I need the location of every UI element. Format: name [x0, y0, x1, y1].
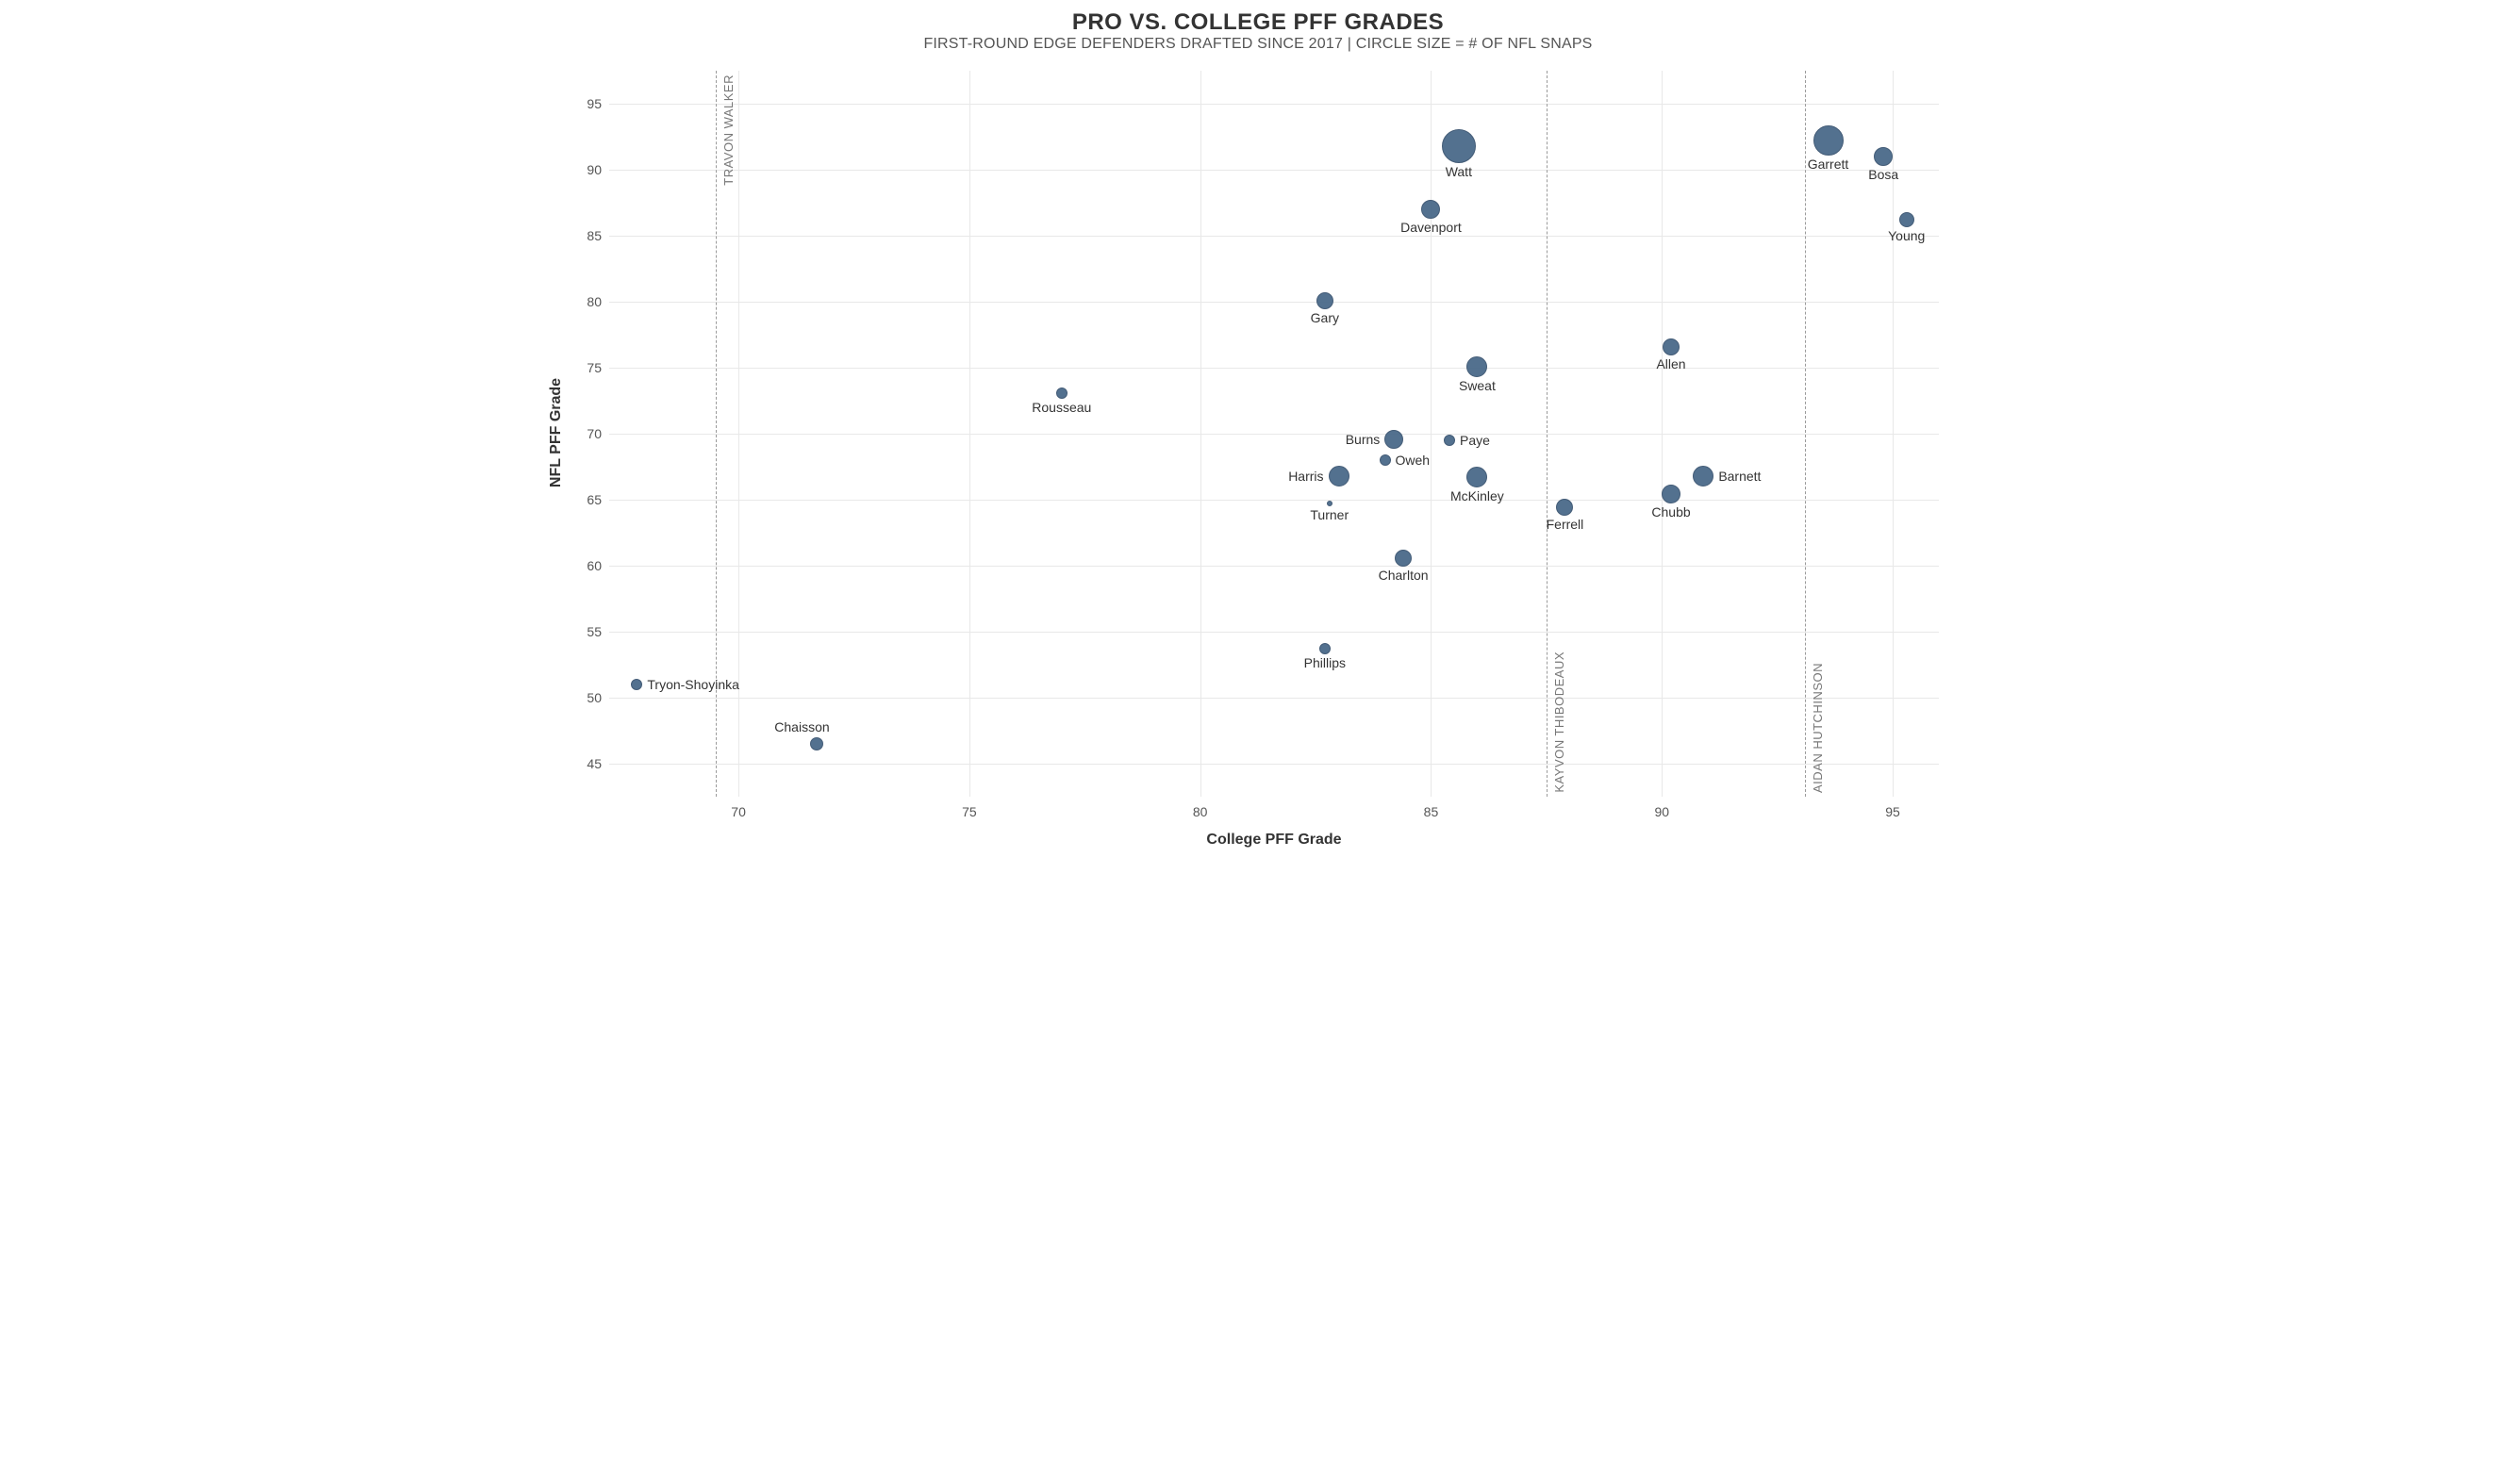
reference-line-label: AIDAN HUTCHINSON [1811, 663, 1825, 793]
data-point [1319, 643, 1331, 654]
data-point-label: Turner [1310, 507, 1349, 522]
data-point-label: Davenport [1400, 220, 1462, 235]
data-point-label: Garrett [1808, 157, 1849, 172]
data-point-label: Sweat [1459, 378, 1496, 393]
data-point-label: Charlton [1379, 568, 1429, 583]
data-point-label: Burns [1346, 432, 1381, 447]
data-point-label: Rousseau [1032, 400, 1091, 415]
data-point [631, 679, 642, 690]
data-point [810, 737, 823, 750]
data-point-label: Chubb [1651, 504, 1690, 519]
x-tick-label: 80 [1193, 797, 1208, 819]
data-point-label: Oweh [1396, 453, 1431, 468]
data-point [1813, 125, 1844, 156]
x-tick-label: 70 [731, 797, 746, 819]
y-tick-label: 45 [587, 756, 609, 771]
data-point [1662, 485, 1680, 503]
data-point-label: Tryon-Shoyinka [647, 677, 739, 692]
gridline-horizontal [609, 302, 1939, 303]
gridline-horizontal [609, 170, 1939, 171]
gridline-horizontal [609, 632, 1939, 633]
gridline-vertical [1662, 71, 1663, 797]
y-tick-label: 55 [587, 624, 609, 639]
data-point [1556, 499, 1573, 516]
gridline-horizontal [609, 236, 1939, 237]
data-point-label: Young [1888, 228, 1925, 243]
data-point [1874, 147, 1893, 166]
y-tick-label: 95 [587, 96, 609, 111]
data-point-label: Chaisson [774, 719, 829, 734]
data-point-label: Bosa [1868, 167, 1898, 182]
gridline-horizontal [609, 698, 1939, 699]
data-point-label: Ferrell [1547, 517, 1584, 532]
data-point [1466, 467, 1487, 487]
data-point-label: Allen [1656, 356, 1685, 371]
data-point [1444, 435, 1455, 446]
x-tick-label: 75 [962, 797, 977, 819]
x-tick-label: 95 [1885, 797, 1900, 819]
y-tick-label: 50 [587, 690, 609, 705]
x-tick-label: 90 [1654, 797, 1669, 819]
y-tick-label: 80 [587, 294, 609, 309]
reference-line [1547, 71, 1548, 797]
data-point [1056, 387, 1068, 399]
y-tick-label: 60 [587, 558, 609, 573]
data-point [1395, 550, 1412, 567]
data-point-label: Gary [1311, 310, 1339, 325]
data-point [1442, 129, 1476, 163]
data-point-label: Watt [1446, 164, 1472, 179]
gridline-horizontal [609, 368, 1939, 369]
gridline-vertical [969, 71, 970, 797]
data-point [1899, 212, 1914, 227]
y-tick-label: 90 [587, 162, 609, 177]
y-tick-label: 85 [587, 228, 609, 243]
data-point [1327, 501, 1332, 506]
gridline-horizontal [609, 764, 1939, 765]
data-point [1466, 356, 1487, 377]
data-point [1380, 454, 1391, 466]
plot-area: 4550556065707580859095707580859095TRAVON… [609, 70, 1939, 797]
reference-line-label: KAYVON THIBODEAUX [1552, 651, 1566, 793]
chart-container: PRO VS. COLLEGE PFF GRADES FIRST-ROUND E… [541, 0, 1975, 867]
data-point [1316, 292, 1333, 309]
gridline-horizontal [609, 434, 1939, 435]
gridline-horizontal [609, 104, 1939, 105]
data-point [1693, 466, 1713, 486]
data-point-label: Paye [1460, 433, 1490, 448]
gridline-horizontal [609, 500, 1939, 501]
data-point [1663, 338, 1680, 355]
x-axis-title: College PFF Grade [609, 832, 1939, 849]
y-tick-label: 70 [587, 426, 609, 441]
y-tick-label: 65 [587, 492, 609, 507]
x-tick-label: 85 [1424, 797, 1439, 819]
data-point-label: Harris [1288, 469, 1323, 484]
plot-outer: NFL PFF Grade 45505560657075808590957075… [541, 70, 1975, 824]
data-point [1329, 466, 1349, 486]
reference-line [1805, 71, 1806, 797]
gridline-horizontal [609, 566, 1939, 567]
chart-subtitle: FIRST-ROUND EDGE DEFENDERS DRAFTED SINCE… [541, 36, 1975, 53]
y-tick-label: 75 [587, 360, 609, 375]
data-point [1384, 430, 1403, 449]
data-point-label: Phillips [1304, 655, 1346, 670]
gridline-vertical [1431, 71, 1432, 797]
reference-line-label: TRAVON WALKER [721, 74, 736, 186]
data-point-label: Barnett [1718, 469, 1761, 484]
chart-title: PRO VS. COLLEGE PFF GRADES [541, 9, 1975, 36]
gridline-vertical [1200, 71, 1201, 797]
data-point-label: McKinley [1450, 488, 1504, 503]
data-point [1421, 200, 1440, 219]
plot-region: 4550556065707580859095707580859095TRAVON… [609, 70, 1939, 824]
y-axis-title: NFL PFF Grade [548, 378, 565, 487]
